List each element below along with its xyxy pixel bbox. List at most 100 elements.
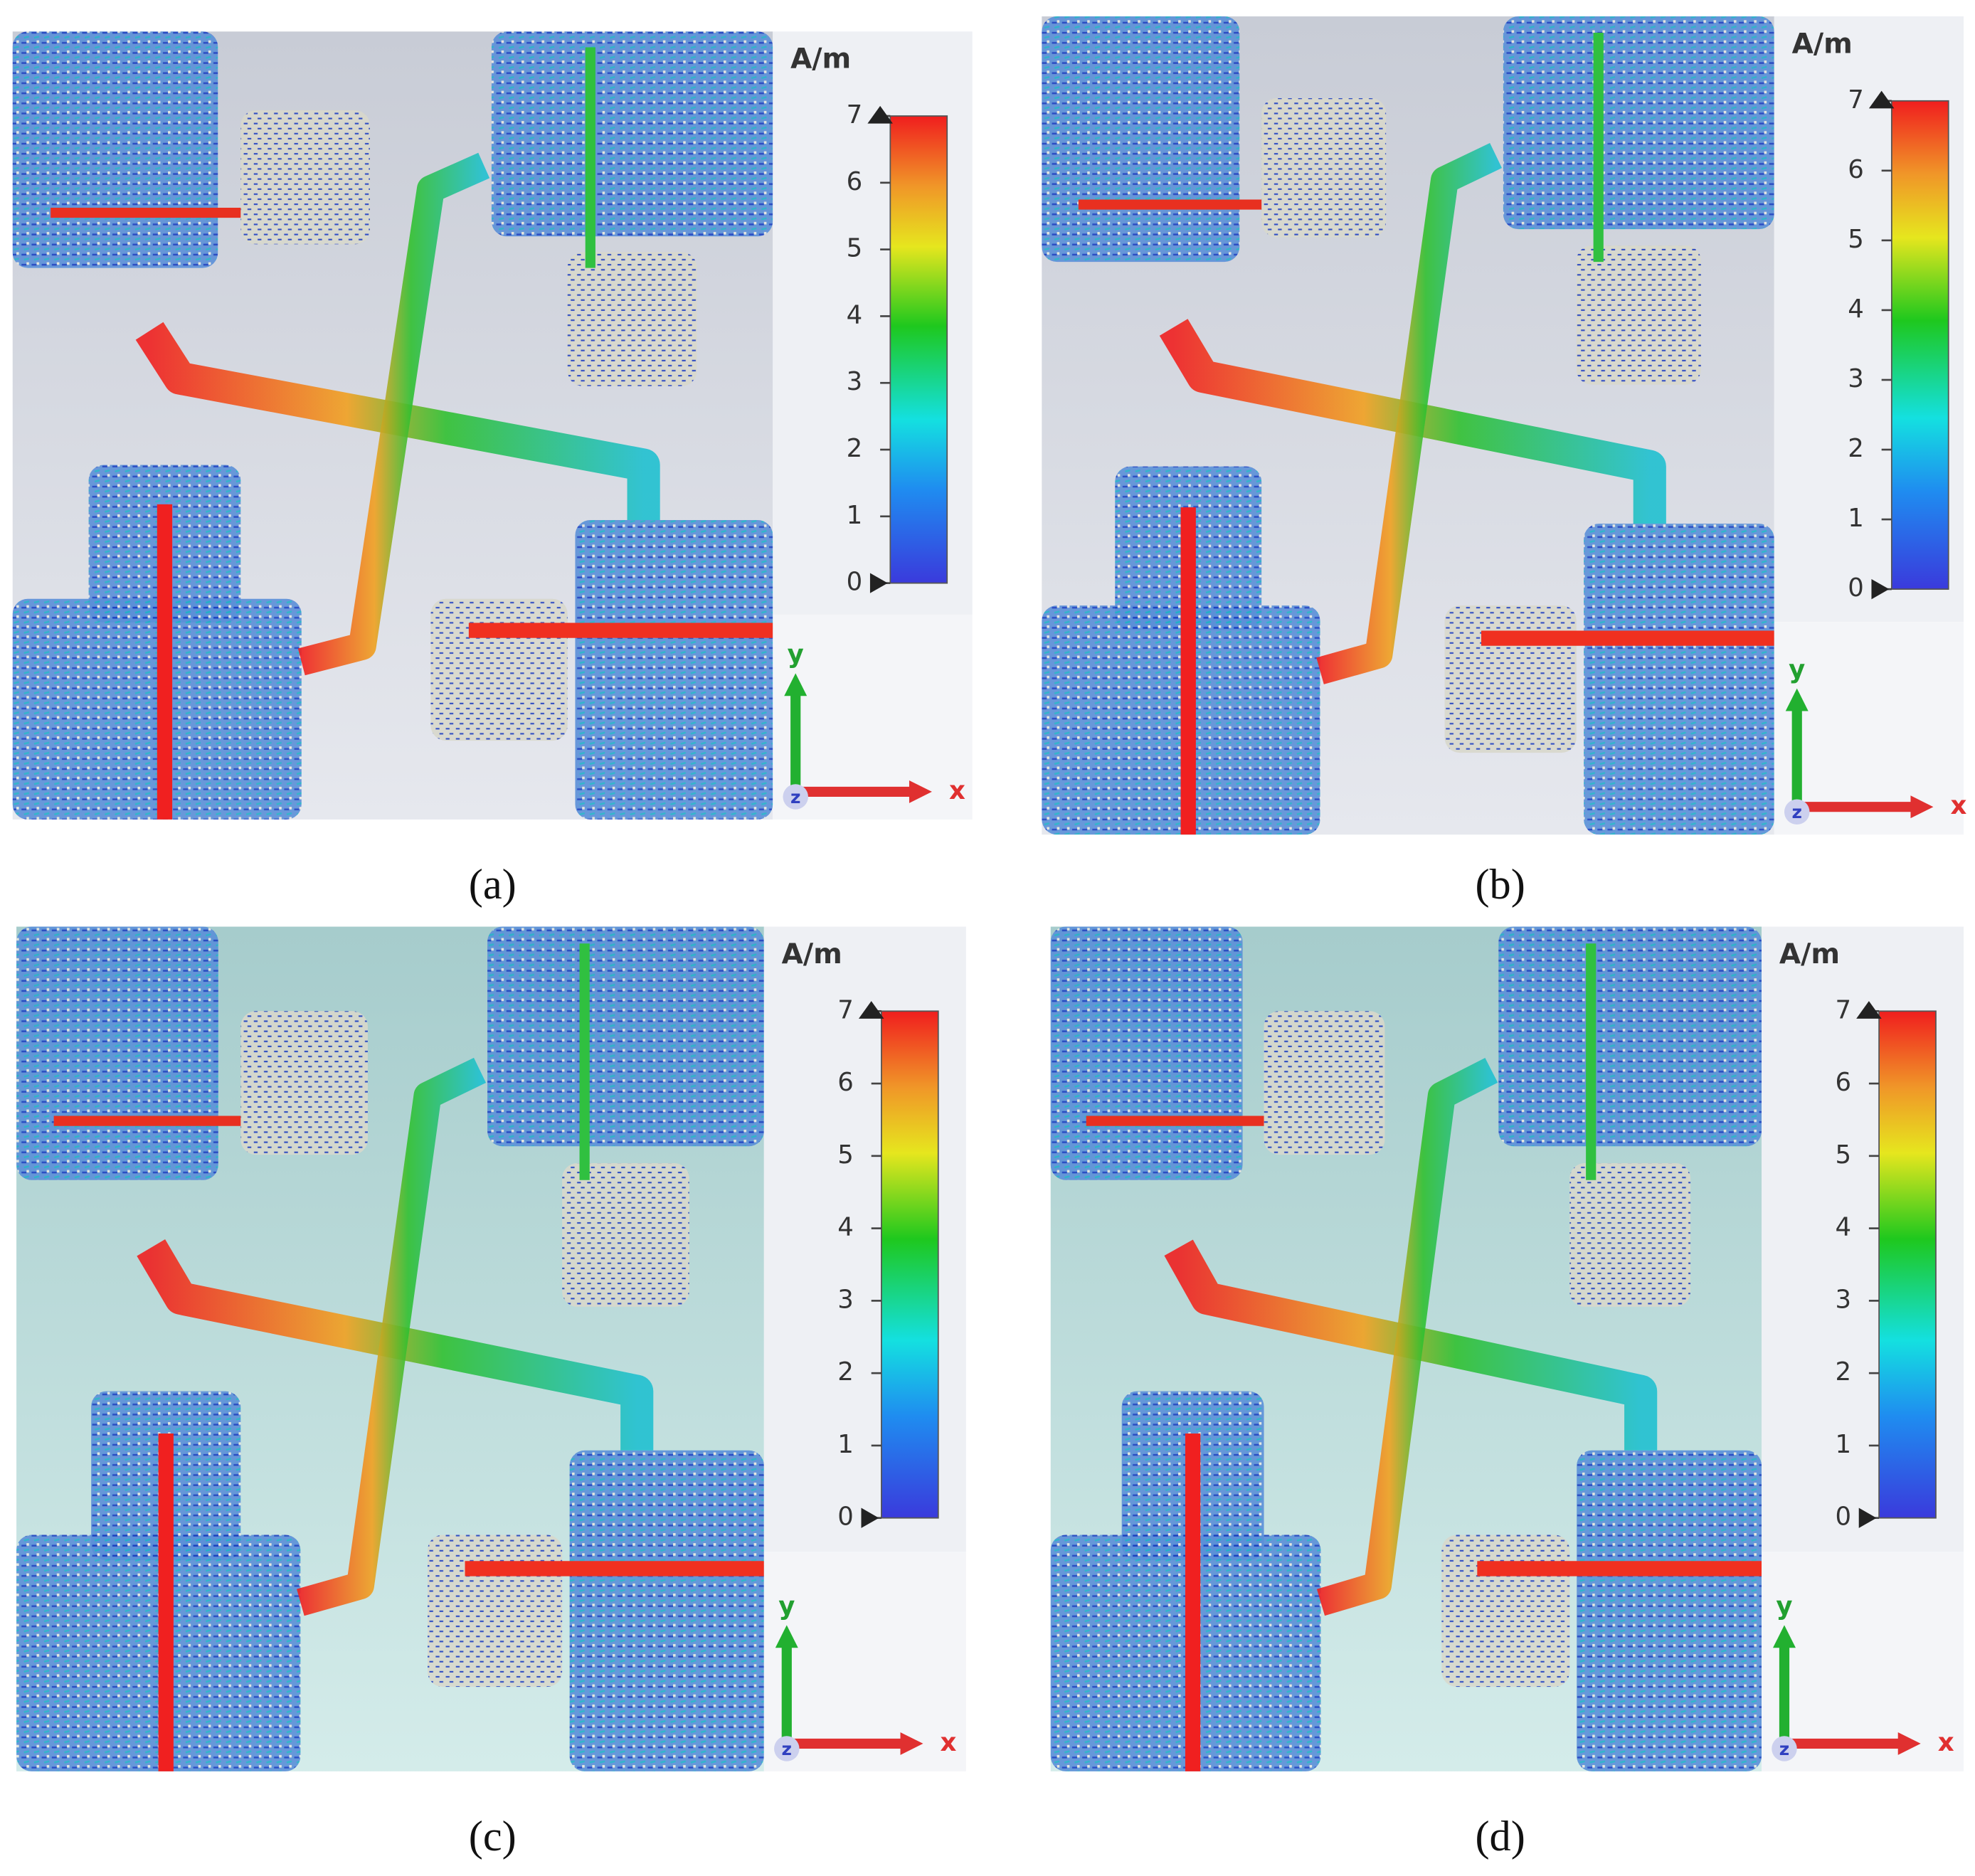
min-marker bbox=[1871, 578, 1890, 600]
panel: A/m 0 1 2 3 4 5 6 7 y x z (d) bbox=[1050, 926, 1964, 1860]
colorbar-tick-label: 0 bbox=[837, 1503, 854, 1532]
colorbar-tick-label: 3 bbox=[1835, 1285, 1851, 1314]
conductor-patch bbox=[427, 1535, 563, 1687]
colorbar-tick-label: 2 bbox=[1835, 1357, 1851, 1387]
colorbar-tick-label: 7 bbox=[847, 100, 863, 129]
current-strip bbox=[297, 1057, 487, 1616]
z-dot bbox=[783, 784, 808, 810]
max-marker bbox=[1856, 1001, 1882, 1019]
current-strip bbox=[1159, 319, 1666, 524]
z-axis-label: z bbox=[782, 1739, 792, 1759]
conductor-patch bbox=[1498, 926, 1762, 1147]
current-strip bbox=[1164, 1239, 1658, 1451]
y-arrow-head bbox=[784, 673, 808, 696]
conductor-patch bbox=[1444, 605, 1577, 753]
conductor-patch bbox=[1050, 926, 1243, 1180]
x-arrow-head bbox=[909, 780, 932, 803]
conductor-patch bbox=[240, 1011, 368, 1155]
z-dot bbox=[1772, 1736, 1797, 1761]
conductor-patch bbox=[1503, 16, 1774, 230]
z-dot bbox=[1784, 799, 1810, 825]
colorbar-tick-label: 2 bbox=[1848, 434, 1864, 463]
conductor-patch bbox=[1576, 245, 1701, 385]
colorbar-tick-label: 0 bbox=[1848, 573, 1864, 603]
axes-background bbox=[763, 1552, 966, 1771]
axes-background bbox=[1762, 1552, 1964, 1771]
colorbar-tick-label: 3 bbox=[1848, 364, 1864, 393]
min-marker bbox=[869, 573, 888, 593]
colorbar-tick-label: 4 bbox=[1835, 1213, 1851, 1242]
colorbar-tick-label: 5 bbox=[837, 1140, 854, 1170]
current-strip bbox=[137, 1239, 654, 1451]
x-axis-label: x bbox=[1950, 791, 1966, 820]
panel-label: (b) bbox=[1475, 861, 1525, 908]
colorbar-tick-label: 2 bbox=[837, 1357, 854, 1387]
colorbar bbox=[889, 115, 948, 584]
colorbar-unit: A/m bbox=[1779, 938, 1840, 970]
x-arrow-head bbox=[900, 1732, 923, 1755]
colorbar-tick-label: 4 bbox=[847, 300, 863, 329]
max-marker bbox=[858, 1001, 884, 1019]
x-arrow-head bbox=[1910, 795, 1934, 819]
conductor-patch bbox=[569, 1450, 764, 1771]
z-dot bbox=[774, 1736, 800, 1761]
x-axis-label: x bbox=[949, 776, 965, 805]
colorbar-tick-label: 1 bbox=[837, 1430, 854, 1459]
colorbar-tick-label: 5 bbox=[847, 234, 863, 263]
colorbar-tick-label: 3 bbox=[837, 1285, 854, 1314]
panel-label: (c) bbox=[469, 1813, 517, 1860]
conductor-patch bbox=[1584, 524, 1774, 835]
x-arrow-head bbox=[1897, 1732, 1921, 1755]
max-marker bbox=[867, 105, 893, 124]
colorbar-tick-label: 7 bbox=[1848, 85, 1864, 115]
colorbar-tick-label: 5 bbox=[1835, 1140, 1851, 1170]
panel-label: (d) bbox=[1475, 1813, 1525, 1860]
conductor-patch bbox=[1264, 1011, 1385, 1155]
conductor-patch bbox=[240, 110, 370, 245]
x-axis-label: x bbox=[941, 1728, 957, 1757]
colorbar bbox=[881, 1010, 939, 1519]
y-axis-label: y bbox=[1789, 655, 1805, 684]
panel: A/m 0 1 2 3 4 5 6 7 y x z (b) bbox=[1042, 16, 1966, 908]
y-axis-label: y bbox=[788, 640, 804, 669]
y-arrow-head bbox=[1773, 1625, 1796, 1648]
colorbar-tick-label: 6 bbox=[1835, 1068, 1851, 1097]
max-marker bbox=[1868, 90, 1895, 109]
conductor-patch bbox=[1569, 1163, 1691, 1307]
conductor-patch bbox=[430, 598, 568, 741]
colorbar-tick-label: 7 bbox=[837, 995, 854, 1024]
conductor-patch bbox=[487, 926, 764, 1147]
colorbar-tick-label: 6 bbox=[837, 1068, 854, 1097]
colorbar bbox=[1878, 1010, 1937, 1519]
current-strip bbox=[1316, 1058, 1498, 1616]
colorbar-tick-label: 6 bbox=[1848, 155, 1864, 184]
panel: A/m 0 1 2 3 4 5 6 7 y x z (c) bbox=[16, 926, 966, 1860]
colorbar-tick-label: 4 bbox=[837, 1213, 854, 1242]
current-strip bbox=[1316, 142, 1503, 684]
colorbar-unit: A/m bbox=[1792, 28, 1853, 60]
colorbar-unit: A/m bbox=[782, 938, 842, 970]
conductor-patch bbox=[1577, 1450, 1762, 1771]
x-axis-label: x bbox=[1938, 1728, 1954, 1757]
colorbar-tick-label: 4 bbox=[1848, 295, 1864, 324]
conductor-patch bbox=[12, 598, 302, 820]
colorbar-unit: A/m bbox=[790, 43, 851, 75]
colorbar-tick-label: 0 bbox=[1835, 1503, 1851, 1532]
current-strip bbox=[297, 152, 490, 676]
y-arrow-head bbox=[1785, 688, 1809, 711]
panels: A/m 0 1 2 3 4 5 6 7 y x z (a) A/m 0 1 2 3 4 5 6 7 y x z (b) A/m 0 1 2… bbox=[12, 16, 1966, 1860]
colorbar bbox=[1890, 100, 1949, 590]
min-marker bbox=[861, 1507, 879, 1528]
y-axis-label: y bbox=[778, 1592, 795, 1621]
colorbar-tick-label: 1 bbox=[847, 501, 863, 530]
z-axis-label: z bbox=[1779, 1739, 1789, 1759]
y-axis-label: y bbox=[1776, 1592, 1792, 1621]
current-strip bbox=[135, 322, 660, 521]
colorbar-tick-label: 5 bbox=[1848, 225, 1864, 254]
z-axis-label: z bbox=[790, 787, 800, 807]
conductor-patch bbox=[12, 31, 218, 268]
colorbar-tick-label: 2 bbox=[847, 434, 863, 463]
colorbar-tick-label: 3 bbox=[847, 367, 863, 396]
